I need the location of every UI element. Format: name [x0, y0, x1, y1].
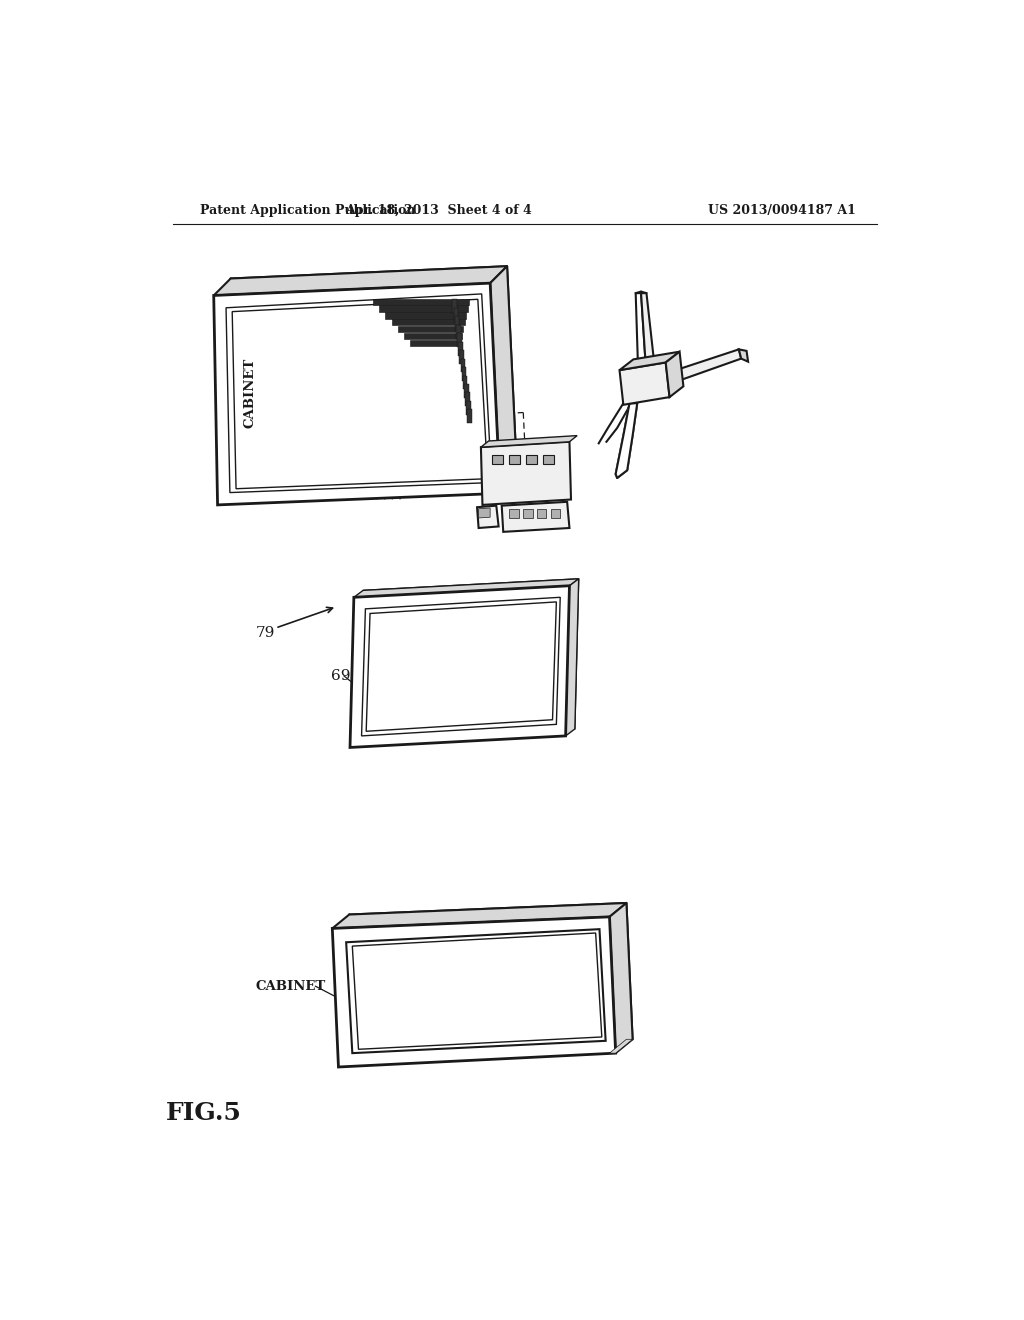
Polygon shape: [461, 359, 465, 372]
Polygon shape: [493, 455, 503, 465]
Text: 79: 79: [256, 627, 275, 640]
Polygon shape: [214, 267, 507, 296]
Polygon shape: [391, 319, 465, 326]
Polygon shape: [523, 508, 532, 517]
Polygon shape: [367, 602, 556, 731]
Polygon shape: [354, 579, 579, 598]
Polygon shape: [232, 300, 487, 488]
Polygon shape: [214, 284, 500, 506]
Text: CABINET: CABINET: [244, 358, 256, 429]
Polygon shape: [620, 363, 670, 405]
Polygon shape: [481, 442, 571, 506]
Polygon shape: [456, 325, 461, 339]
Polygon shape: [403, 333, 462, 339]
Polygon shape: [379, 305, 468, 312]
Polygon shape: [665, 350, 741, 385]
Polygon shape: [565, 579, 579, 737]
Polygon shape: [361, 598, 560, 737]
Polygon shape: [352, 933, 602, 1049]
Polygon shape: [526, 455, 538, 465]
Polygon shape: [609, 903, 633, 1053]
Polygon shape: [453, 300, 457, 313]
Polygon shape: [454, 308, 458, 322]
Polygon shape: [410, 341, 460, 346]
Polygon shape: [463, 376, 467, 389]
Polygon shape: [615, 404, 637, 478]
Polygon shape: [397, 326, 463, 333]
Polygon shape: [636, 293, 646, 367]
Polygon shape: [333, 917, 615, 1067]
Polygon shape: [346, 929, 605, 1053]
Text: Apr. 18, 2013  Sheet 4 of 4: Apr. 18, 2013 Sheet 4 of 4: [345, 205, 531, 218]
Polygon shape: [462, 367, 466, 381]
Polygon shape: [509, 508, 518, 517]
Polygon shape: [373, 298, 469, 305]
Polygon shape: [457, 333, 462, 347]
Polygon shape: [455, 317, 460, 330]
Polygon shape: [551, 508, 560, 517]
Polygon shape: [464, 384, 469, 397]
Polygon shape: [544, 455, 554, 465]
Polygon shape: [350, 586, 569, 747]
Text: 69: 69: [331, 669, 350, 682]
Polygon shape: [460, 350, 464, 364]
Polygon shape: [509, 455, 520, 465]
Polygon shape: [465, 392, 470, 407]
Text: CABINET: CABINET: [256, 979, 326, 993]
Polygon shape: [466, 401, 471, 414]
Text: US 2013/0094187 A1: US 2013/0094187 A1: [708, 205, 856, 218]
Polygon shape: [481, 436, 578, 447]
Polygon shape: [641, 293, 654, 364]
Polygon shape: [502, 502, 569, 532]
Text: Patent Application Publication: Patent Application Publication: [200, 205, 416, 218]
Polygon shape: [226, 294, 492, 492]
Polygon shape: [609, 1039, 633, 1053]
Polygon shape: [477, 506, 499, 528]
Text: FIG.5: FIG.5: [166, 1101, 242, 1125]
Polygon shape: [620, 351, 680, 370]
Polygon shape: [333, 903, 627, 928]
Polygon shape: [538, 508, 547, 517]
Polygon shape: [490, 267, 517, 494]
Polygon shape: [739, 350, 749, 362]
Polygon shape: [458, 342, 463, 355]
Polygon shape: [467, 409, 472, 424]
Polygon shape: [385, 313, 466, 318]
Polygon shape: [478, 508, 490, 517]
Polygon shape: [666, 351, 683, 397]
